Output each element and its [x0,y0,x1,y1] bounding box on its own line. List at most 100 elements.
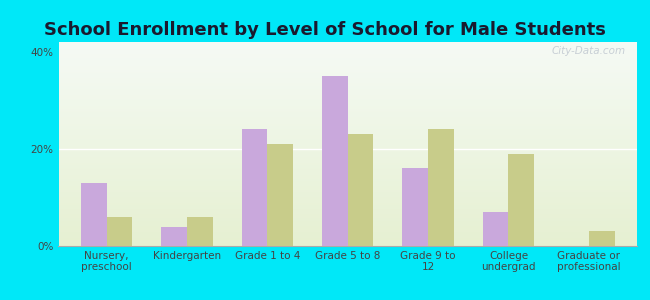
Bar [58,51,637,52]
Bar [58,200,637,201]
Bar [58,156,637,157]
Bar [58,77,637,78]
Bar [58,167,637,169]
Bar [58,239,637,240]
Bar [58,55,637,56]
Bar [58,99,637,100]
Bar [58,92,637,93]
Bar [58,194,637,195]
Bar [58,93,637,94]
Bar [58,175,637,176]
Bar [58,150,637,151]
Bar [58,138,637,139]
Bar [58,64,637,65]
Bar [58,199,637,200]
Bar [58,197,637,198]
Bar [58,206,637,207]
Bar [58,88,637,89]
Bar [58,184,637,185]
Bar [428,129,454,246]
Bar [58,233,637,234]
Bar [58,146,637,147]
Bar [58,94,637,95]
Bar [58,178,637,179]
Bar [58,59,637,60]
Bar [58,209,637,210]
Bar [58,75,637,76]
Bar [58,86,637,87]
Bar [58,58,637,59]
Bar [58,216,637,217]
Bar [58,244,637,245]
Bar [58,213,637,214]
Bar [58,172,637,174]
Bar [58,235,637,236]
Bar [58,137,637,138]
Bar [58,236,637,237]
Bar [58,139,637,140]
Bar [58,128,637,129]
Bar [58,83,637,84]
Bar [58,122,637,123]
Bar [58,182,637,183]
Bar [58,221,637,223]
Bar [58,186,637,187]
Bar [58,49,637,50]
Bar [58,162,637,164]
Bar [58,204,637,205]
Bar [58,170,637,172]
Bar [58,131,637,132]
Bar [58,228,637,229]
Bar [58,164,637,165]
Bar [58,215,637,216]
Bar [58,73,637,74]
Bar [58,161,637,162]
Bar [58,119,637,121]
Text: School Enrollment by Level of School for Male Students: School Enrollment by Level of School for… [44,21,606,39]
Bar [58,82,637,83]
Bar [58,104,637,105]
Bar [58,214,637,215]
Bar [58,134,637,135]
Bar [58,129,637,130]
Bar [58,240,637,241]
Bar [58,210,637,211]
Bar [58,181,637,182]
Bar [58,68,637,70]
Bar [58,95,637,96]
Bar [58,191,637,192]
Bar [508,154,534,246]
Bar [58,78,637,79]
Bar [187,217,213,246]
Bar [58,144,637,145]
Bar [58,123,637,124]
Bar [58,111,637,112]
Bar [58,148,637,149]
Bar [58,106,637,107]
Bar [107,217,133,246]
Bar [58,140,637,141]
Bar [58,190,637,191]
Bar [242,129,267,246]
Bar [58,72,637,73]
Bar [58,110,637,111]
Bar [483,212,508,246]
Bar [58,142,637,143]
Bar [58,114,637,116]
Bar [58,79,637,80]
Bar [58,107,637,108]
Bar [58,45,637,46]
Bar [58,121,637,122]
Bar [58,80,637,81]
Bar [267,144,293,246]
Bar [58,179,637,180]
Bar [58,100,637,101]
Bar [58,241,637,242]
Bar [58,232,637,233]
Bar [58,62,637,63]
Bar [58,101,637,102]
Bar [58,192,637,193]
Bar [58,127,637,128]
Bar [58,224,637,225]
Bar [58,169,637,170]
